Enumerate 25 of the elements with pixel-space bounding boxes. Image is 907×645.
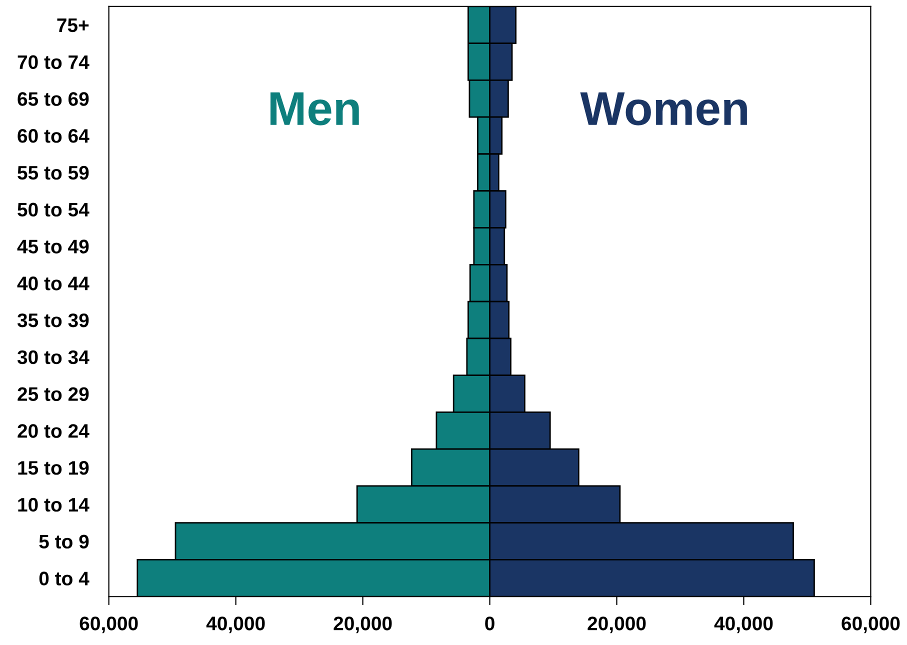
series-label: Women (580, 92, 747, 126)
x-tick-label: 20,000 (588, 616, 646, 634)
x-tick-label: 40,000 (714, 616, 773, 634)
y-tick-label: 65 to 69 (18, 92, 89, 106)
y-tick-label: 40 to 44 (17, 276, 90, 290)
y-tick-label: 0 to 4 (39, 572, 90, 586)
x-tick-label: 40,000 (206, 616, 265, 634)
y-tick-label: 5 to 9 (39, 534, 89, 549)
y-tick-label: 10 to 14 (18, 498, 90, 512)
y-tick-label: 30 to 34 (17, 350, 90, 364)
x-tick-label: 0 (485, 616, 494, 630)
y-tick-label: 25 to 29 (18, 387, 89, 401)
y-tick-label: 50 to 54 (18, 202, 90, 217)
y-tick-label: 60 to 64 (18, 129, 90, 143)
y-tick-label: 55 to 59 (18, 166, 89, 180)
x-tick-label: 60,000 (842, 616, 900, 634)
y-tick-label: 70 to 74 (18, 55, 90, 70)
text: Men (270, 92, 359, 126)
y-tick-label: 20 to 24 (18, 424, 90, 438)
x-tick-label: 60,000 (80, 616, 138, 634)
y-tick-label: 75+ (57, 18, 89, 32)
y-tick-label: 45 to 49 (17, 240, 89, 254)
x-tick-label: 20,000 (334, 616, 392, 634)
y-tick-label: 35 to 39 (17, 313, 89, 328)
y-tick-label: 15 to 19 (18, 460, 89, 475)
